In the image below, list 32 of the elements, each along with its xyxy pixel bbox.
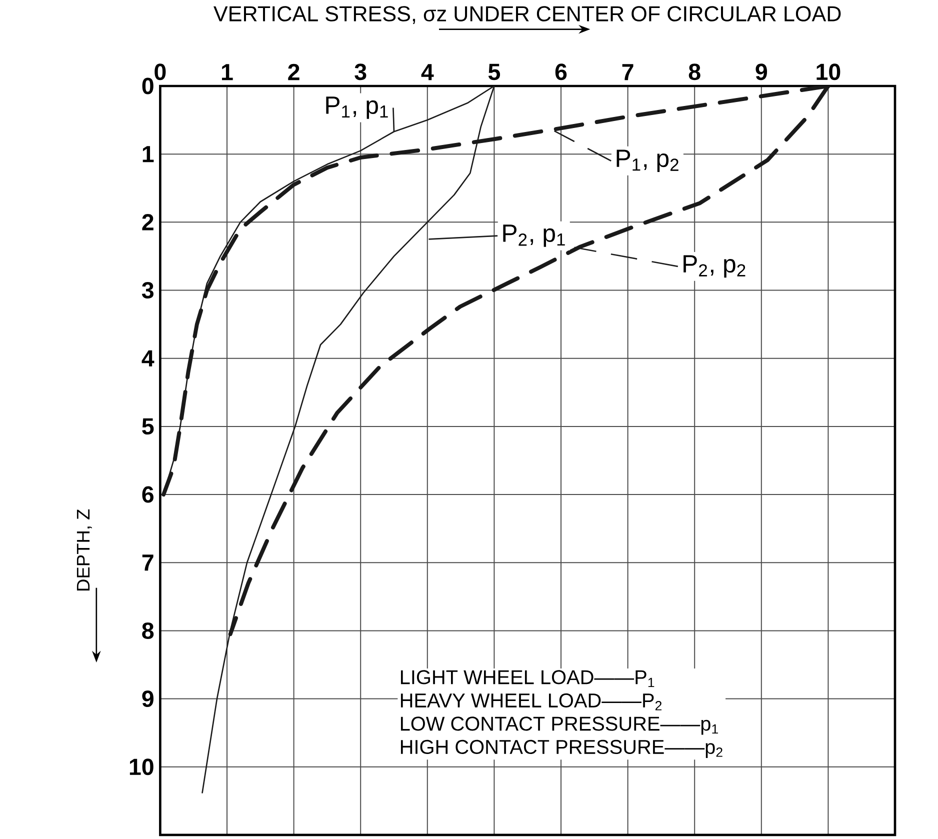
x-tick-label: 9 xyxy=(756,64,768,80)
x-axis-title: VERTICAL STRESS, σz UNDER CENTER OF CIRCULAR LOAD xyxy=(214,6,841,24)
annotation: HIGH CONTACT PRESSURE——p$_{2}$ xyxy=(400,740,722,758)
series-label: P$_{1}$, p$_{1}$ xyxy=(326,96,388,119)
y-tick-label: 7 xyxy=(142,554,154,571)
x-tick-label: 10 xyxy=(816,64,840,80)
x-tick-label: 1 xyxy=(222,64,233,80)
y-tick-label: 8 xyxy=(142,622,154,639)
y-tick-label: 4 xyxy=(142,350,154,366)
y-tick-label: 10 xyxy=(130,758,154,776)
x-tick-label: 4 xyxy=(421,64,434,80)
y-tick-label: 9 xyxy=(142,690,154,707)
x-tick-label: 0 xyxy=(154,64,166,80)
x-tick-label: 2 xyxy=(288,64,300,80)
y-tick-label: 2 xyxy=(142,214,154,230)
y-tick-label: 1 xyxy=(142,146,154,162)
x-tick-label: 7 xyxy=(622,64,634,80)
x-tick-label: 8 xyxy=(688,64,700,80)
legend-label: P$_{2}$, p$_{2}$ xyxy=(684,255,746,278)
legend-label: P$_{1}$, p$_{2}$ xyxy=(616,150,678,172)
y-tick-label: 6 xyxy=(142,486,154,503)
annotation: LOW CONTACT PRESSURE——p$_{1}$ xyxy=(400,716,718,735)
annotation: LIGHT WHEEL LOAD——P$_{1}$ xyxy=(400,670,654,687)
x-tick-label: 6 xyxy=(555,64,567,80)
y-tick-label: 3 xyxy=(142,282,154,298)
y-tick-label: 0 xyxy=(142,78,154,94)
x-tick-label: 3 xyxy=(354,64,366,80)
annotation: HEAVY WHEEL LOAD——P$_{2}$ xyxy=(400,693,662,710)
x-tick-label: 5 xyxy=(488,64,500,80)
y-axis-title: DEPTH, Z xyxy=(76,509,92,590)
y-tick-label: 5 xyxy=(142,418,154,434)
legend-label: P$_{2}$, p$_{1}$ xyxy=(503,224,565,247)
